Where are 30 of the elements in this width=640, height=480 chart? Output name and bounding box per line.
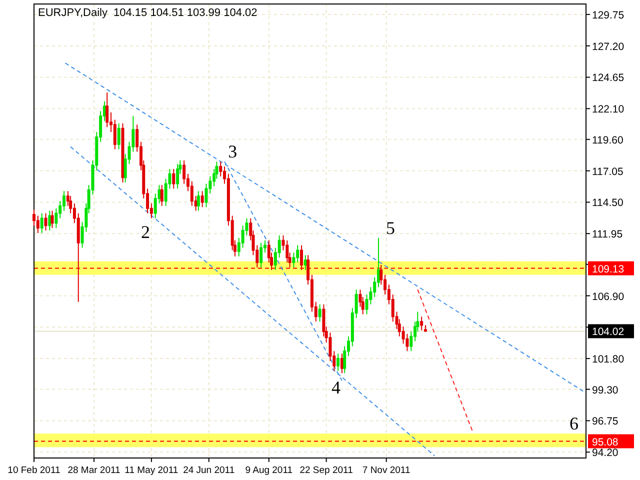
annotation: 3: [228, 142, 238, 162]
x-tick-label: 11 May 2011: [124, 465, 178, 476]
y-tick-label: 122.10: [592, 104, 624, 116]
y-tick-label: 99.30: [592, 384, 618, 396]
x-tick-label: 7 Nov 2011: [362, 465, 410, 476]
x-tick-label: 10 Feb 2011: [8, 465, 60, 476]
y-tick-label: 106.90: [592, 290, 624, 303]
ref-line-label: 109.13: [592, 263, 624, 276]
annotation: 5: [386, 218, 396, 238]
y-tick-label: 117.05: [592, 166, 624, 178]
ref-line-label: 95.08: [592, 436, 618, 448]
chart-subtitle: 104.15 104.51 103.99 104.02: [114, 7, 258, 19]
y-tick-label: 114.50: [592, 197, 624, 210]
x-tick-label: 22 Sep 2011: [300, 465, 353, 476]
annotation: 6: [570, 414, 578, 434]
y-tick-label: 96.75: [592, 416, 618, 428]
y-tick-label: 101.80: [592, 354, 624, 366]
y-tick-label: 127.20: [592, 40, 624, 53]
x-tick-label: 24 Jun 2011: [183, 465, 235, 476]
chart-title: EURJPY,Daily: [38, 7, 108, 19]
ref-line-label: 104.02: [592, 326, 624, 338]
x-tick-label: 9 Aug 2011: [245, 465, 293, 476]
y-tick-label: 111.95: [592, 228, 623, 241]
annotation: 4: [331, 377, 340, 398]
annotation: 2: [140, 222, 150, 242]
x-tick-label: 28 Mar 2011: [68, 465, 120, 476]
y-tick-label: 124.65: [592, 72, 624, 84]
y-tick-label: 129.75: [592, 9, 624, 22]
y-tick-label: 94.20: [592, 447, 618, 460]
y-tick-label: 119.60: [592, 134, 624, 146]
